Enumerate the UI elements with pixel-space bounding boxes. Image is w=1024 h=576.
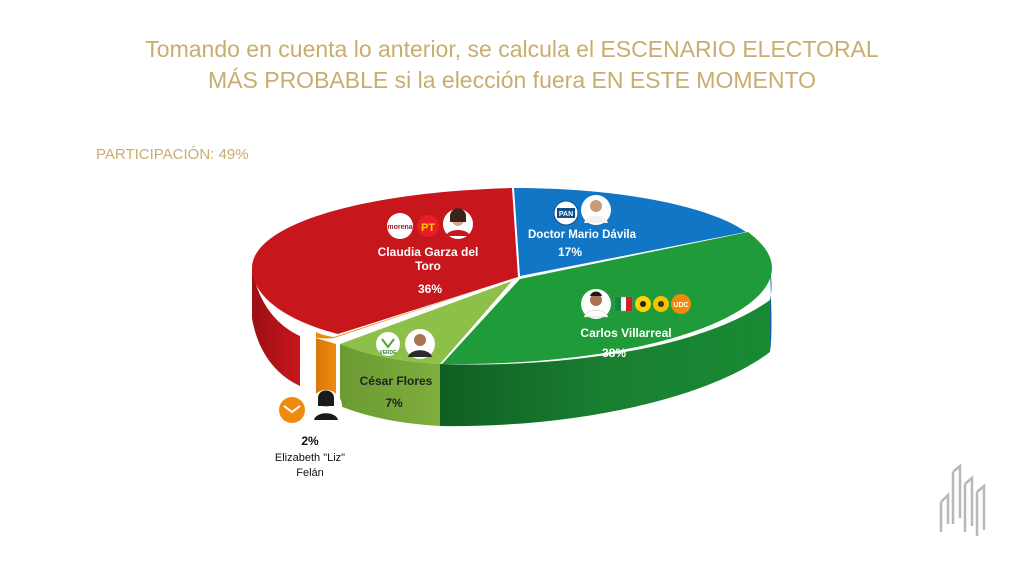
- verde-logo-icon: VERDE: [376, 332, 400, 356]
- pan-logo-icon: PAN: [553, 200, 579, 226]
- slice-label-liz-pct: 2%: [301, 434, 319, 448]
- pri-secondary-logo-icon: [653, 296, 669, 312]
- udc-text: UDC: [673, 302, 688, 309]
- candidate-photo-icon: [405, 329, 435, 359]
- slice-side-lightgreen: [340, 344, 440, 426]
- morena-text: morena: [387, 224, 412, 231]
- mc-logo-icon: [279, 397, 305, 423]
- slice-label-mario-name: Doctor Mario Dávila: [528, 229, 637, 241]
- udc-logo-icon: UDC: [671, 294, 691, 314]
- page-title: Tomando en cuenta lo anterior, se calcul…: [0, 34, 1024, 96]
- candidate-photo-icon: [443, 208, 473, 239]
- slice-label-cesar-pct: 7%: [385, 396, 403, 410]
- slice-icons: morena PT PAN: [279, 195, 691, 423]
- morena-logo-icon: morena: [387, 213, 413, 239]
- slice-side-red: [252, 268, 300, 386]
- slice-label-liz-name-1: Elizabeth "Liz": [274, 452, 346, 464]
- slice-label-claudia-name-1: Claudia Garza del: [378, 245, 479, 259]
- slice-label-claudia-name-2: Toro: [415, 259, 441, 273]
- title-line-2: MÁS PROBABLE si la elección fuera EN EST…: [208, 67, 816, 93]
- slice-label-carlos-name: Carlos Villarreal: [580, 326, 671, 340]
- slice-label-liz-name-2: Felán: [296, 467, 324, 479]
- slice-label-claudia-pct: 36%: [418, 282, 442, 296]
- pri-logo-icon: [614, 296, 633, 312]
- candidate-photo-icon: [581, 289, 611, 319]
- verde-text: VERDE: [379, 350, 397, 356]
- slice-label-cesar-name: César Flores: [360, 374, 433, 388]
- brand-logo: [939, 463, 986, 536]
- candidate-photo-icon: [581, 195, 611, 225]
- pt-logo-icon: PT: [417, 215, 439, 237]
- slice-label-carlos-pct: 38%: [602, 346, 626, 360]
- slice-label-mario-pct: 17%: [558, 245, 582, 259]
- participation-label: PARTICIPACIÓN: 49%: [96, 146, 249, 163]
- slice-side-blue-edge: [770, 268, 772, 352]
- pt-text: PT: [421, 222, 435, 234]
- title-line-1: Tomando en cuenta lo anterior, se calcul…: [145, 36, 879, 62]
- slice-label-liz-name: Elizabeth "Liz" Felán: [255, 451, 365, 481]
- candidate-photo-icon: [310, 390, 342, 422]
- prd-logo-icon: [635, 296, 651, 312]
- slice-side-green: [440, 300, 770, 427]
- slice-labels: Claudia Garza del Toro 36% Doctor Mario …: [360, 229, 672, 410]
- pan-text: PAN: [559, 211, 573, 218]
